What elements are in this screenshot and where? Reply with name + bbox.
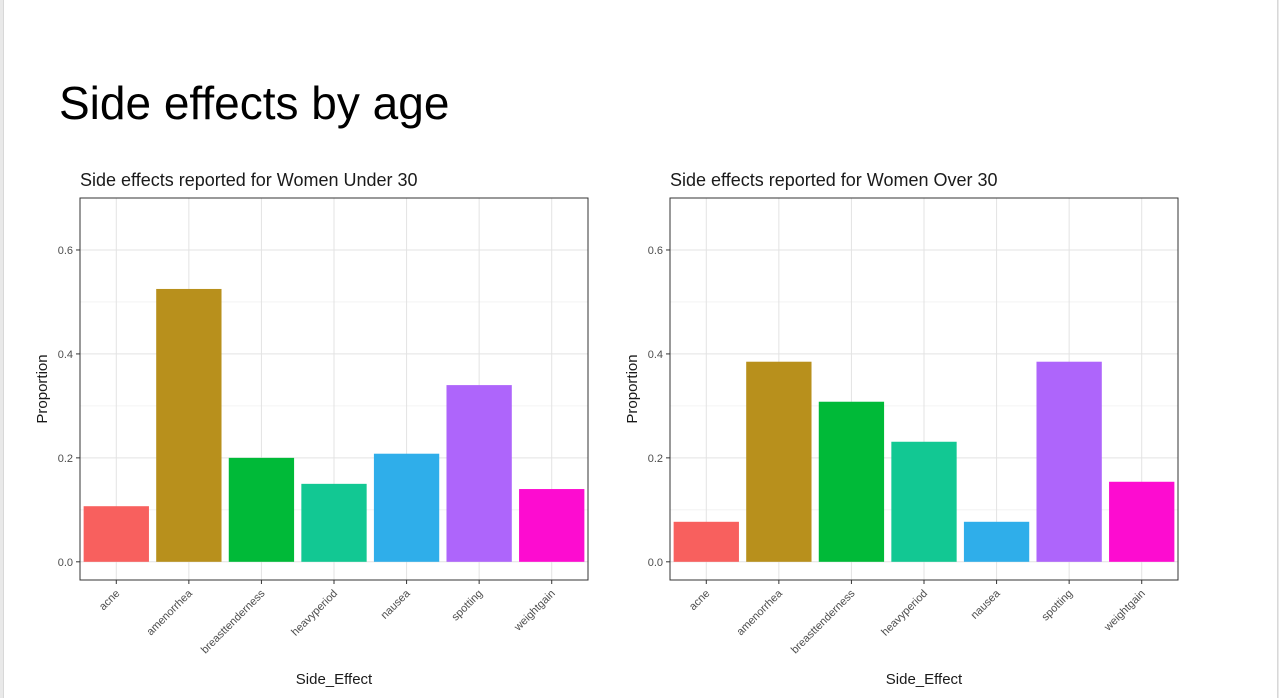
bar-breasttenderness <box>818 401 885 562</box>
chart-under-30: Side effects reported for Women Under 30… <box>34 170 589 688</box>
slide: Side effects by age Side effects reporte… <box>3 0 1278 698</box>
x-tick-label: heavyperiod <box>289 588 340 639</box>
x-tick-label: nausea <box>969 587 1004 622</box>
y-axis-label: Proportion <box>34 354 51 423</box>
y-tick-label: 0.6 <box>648 245 663 257</box>
y-tick-label: 0.2 <box>58 453 73 465</box>
bar-amenorrhea <box>746 361 812 562</box>
x-tick-label: spotting <box>1040 588 1076 624</box>
bar-breasttenderness <box>228 457 295 562</box>
x-tick-label: amenorrhea <box>735 587 786 638</box>
x-tick-label: weightgain <box>511 588 557 634</box>
y-tick-label: 0.4 <box>648 349 663 361</box>
chart-title: Side effects reported for Women Over 30 <box>670 170 998 190</box>
x-axis-label: Side_Effect <box>296 671 373 688</box>
y-tick-label: 0.6 <box>58 245 73 257</box>
bar-weightgain <box>519 489 585 562</box>
bar-amenorrhea <box>156 288 222 562</box>
x-tick-label: breasttenderness <box>789 587 858 656</box>
x-axis-label: Side_Effect <box>886 671 963 688</box>
y-tick-label: 0.4 <box>58 349 73 361</box>
x-tick-label: amenorrhea <box>145 587 196 638</box>
bar-heavyperiod <box>301 483 367 562</box>
y-tick-label: 0.0 <box>58 557 73 569</box>
y-tick-label: 0.2 <box>648 453 663 465</box>
x-tick-label: heavyperiod <box>879 588 930 639</box>
bar-nausea <box>373 453 440 562</box>
y-axis-label: Proportion <box>624 354 641 423</box>
x-tick-label: weightgain <box>1101 588 1147 634</box>
x-tick-label: breasttenderness <box>199 587 268 656</box>
slide-title: Side effects by age <box>59 77 450 129</box>
x-tick-label: acne <box>97 588 122 613</box>
y-tick-label: 0.0 <box>648 557 663 569</box>
bar-acne <box>673 521 739 562</box>
bar-nausea <box>963 521 1030 562</box>
bar-heavyperiod <box>891 441 957 562</box>
chart-over-30: Side effects reported for Women Over 30 0… <box>624 170 1179 688</box>
chart-title: Side effects reported for Women Under 30 <box>80 170 418 190</box>
x-tick-label: spotting <box>450 588 486 624</box>
bar-spotting <box>446 385 512 562</box>
x-tick-label: nausea <box>379 587 414 622</box>
bar-acne <box>83 506 149 562</box>
bar-spotting <box>1036 361 1102 562</box>
x-tick-label: acne <box>687 588 712 613</box>
bar-weightgain <box>1109 481 1175 562</box>
